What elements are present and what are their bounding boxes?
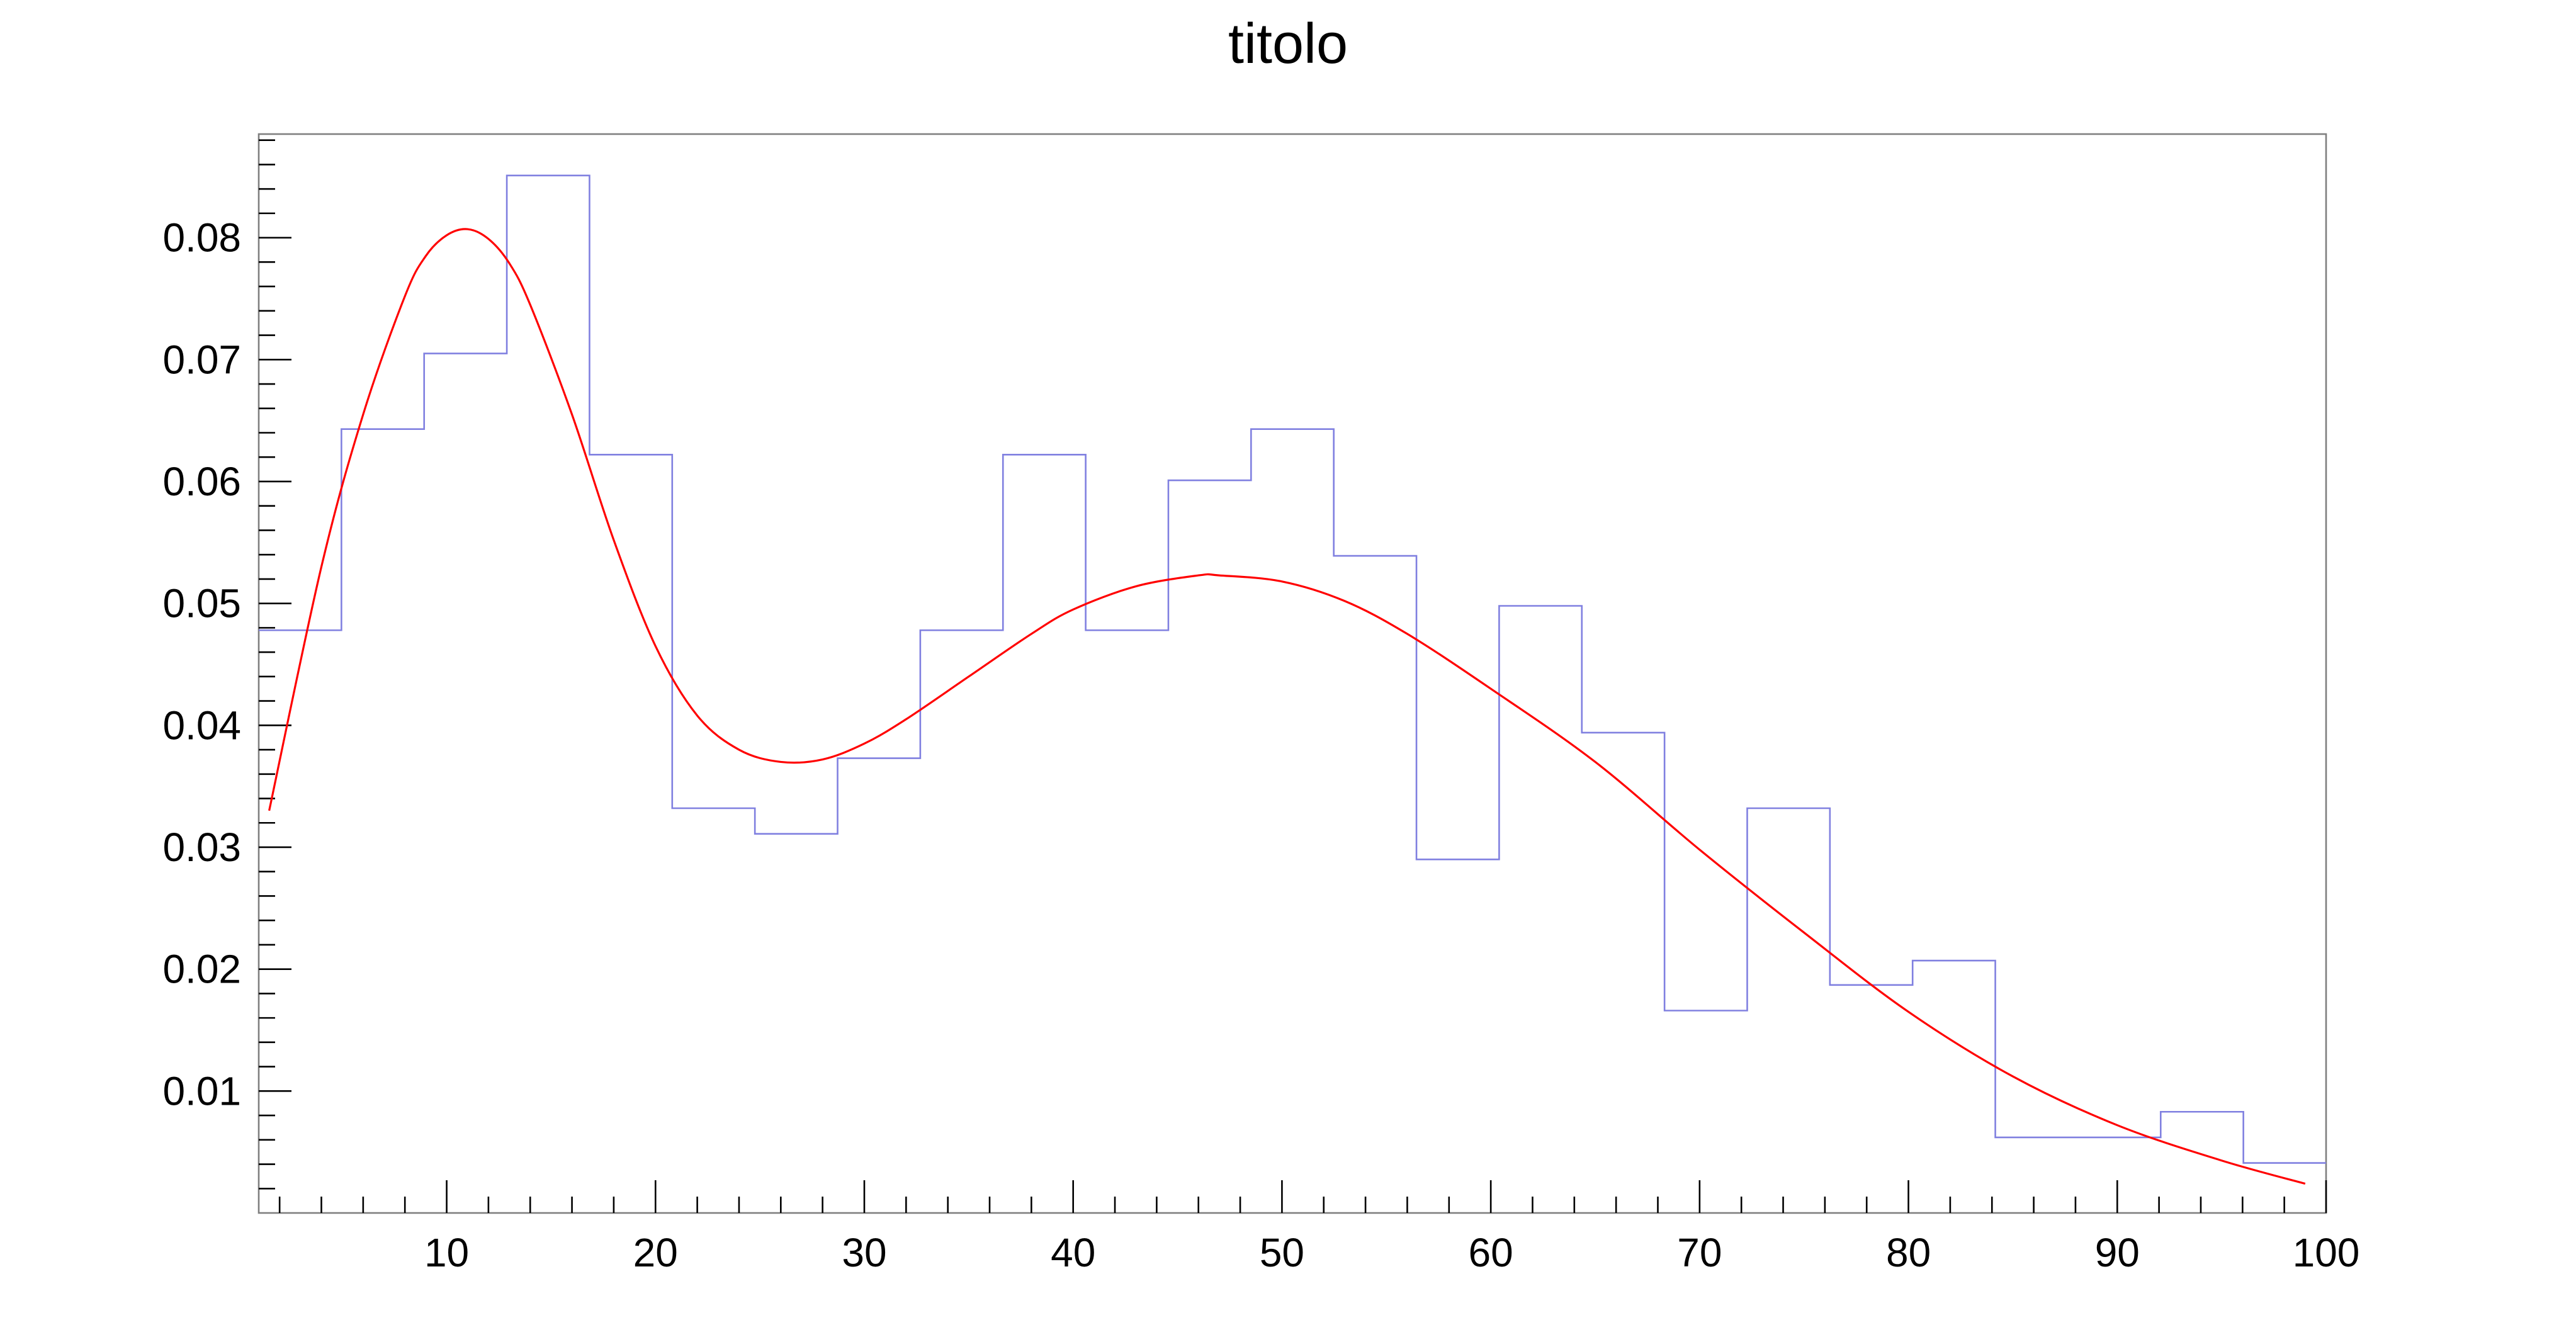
- x-tick-label: 100: [2293, 1230, 2360, 1275]
- axis-ticks: [259, 139, 2327, 1213]
- y-tick-labels: 0.01 0.02 0.03 0.04 0.05 0.06 0.07 0.08: [162, 215, 241, 1114]
- x-tick-label: 80: [1886, 1230, 1931, 1275]
- x-tick-label: 40: [1051, 1230, 1095, 1275]
- x-tick-label: 50: [1260, 1230, 1304, 1275]
- x-tick-label: 30: [842, 1230, 886, 1275]
- y-tick-label: 0.07: [162, 337, 241, 382]
- chart-title: titolo: [1228, 13, 1348, 76]
- y-tick-label: 0.05: [162, 581, 241, 626]
- fit-curve-series: [268, 228, 2306, 1185]
- x-tick-label: 90: [2095, 1230, 2140, 1275]
- x-tick-label: 20: [633, 1230, 678, 1275]
- x-tick-label: 60: [1469, 1230, 1513, 1275]
- x-tick-label: 10: [424, 1230, 469, 1275]
- histogram-series: [259, 174, 2326, 1164]
- x-tick-labels: 10 20 30 40 50 60 70 80 90 100: [424, 1230, 2359, 1275]
- y-tick-label: 0.04: [162, 702, 241, 748]
- y-tick-label: 0.03: [162, 825, 241, 870]
- y-tick-label: 0.08: [162, 215, 241, 261]
- x-tick-label: 70: [1677, 1230, 1722, 1275]
- plot-frame: [257, 133, 2327, 1214]
- y-tick-label: 0.06: [162, 459, 241, 504]
- y-tick-label: 0.01: [162, 1068, 241, 1114]
- y-tick-label: 0.02: [162, 947, 241, 992]
